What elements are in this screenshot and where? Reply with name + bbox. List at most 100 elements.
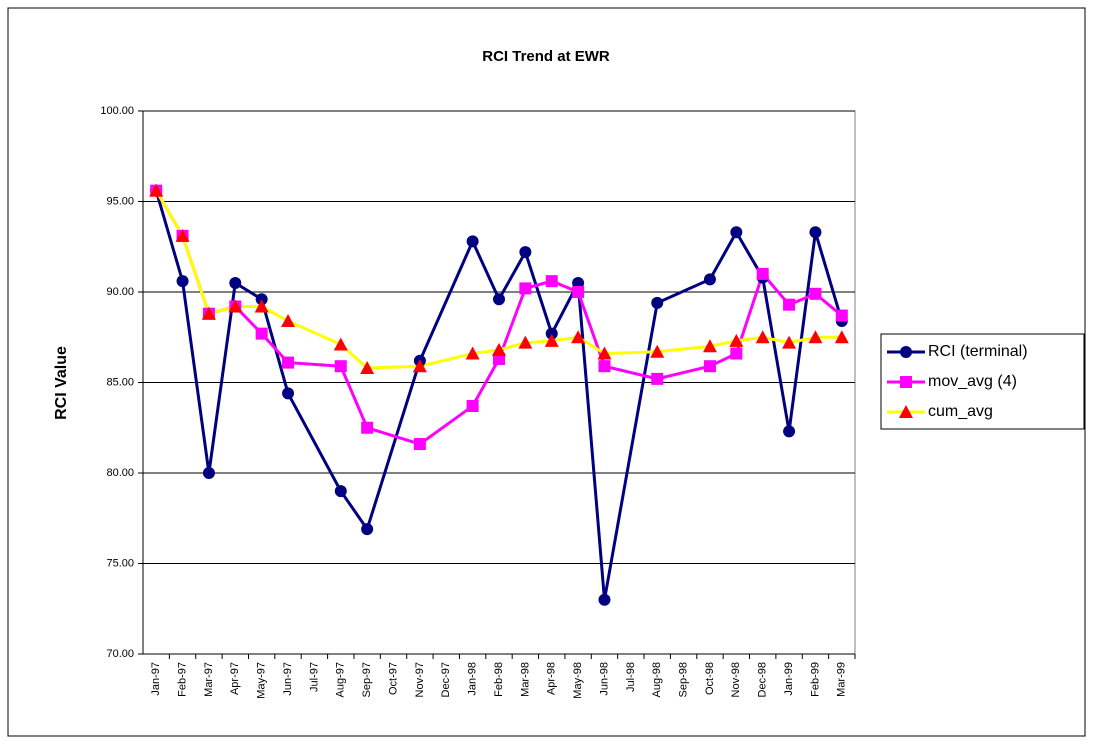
marker — [809, 226, 822, 239]
marker — [597, 346, 612, 360]
marker — [598, 360, 611, 373]
x-tick-label: Jan-99 — [783, 662, 795, 696]
x-tick-label: Feb-99 — [809, 662, 821, 697]
marker — [229, 276, 242, 289]
marker — [493, 293, 505, 306]
marker — [571, 330, 586, 344]
marker — [176, 275, 189, 288]
marker — [282, 387, 295, 400]
marker — [834, 330, 849, 344]
marker — [255, 327, 268, 340]
x-tick-label: Sep-98 — [677, 662, 689, 697]
marker — [361, 523, 374, 536]
x-tick-label: Nov-98 — [730, 662, 742, 697]
marker — [361, 421, 374, 434]
x-tick-label: Mar-97 — [203, 662, 215, 697]
x-tick-label: Mar-98 — [519, 662, 531, 697]
x-tick-label: Jun-98 — [598, 662, 610, 696]
marker — [412, 359, 427, 373]
marker — [572, 276, 585, 289]
marker — [651, 372, 664, 385]
series-line — [154, 189, 842, 370]
marker — [545, 327, 558, 340]
marker — [729, 333, 744, 347]
marker — [492, 342, 506, 356]
marker — [334, 485, 347, 498]
marker — [466, 400, 479, 413]
legend-marker — [900, 346, 912, 358]
y-tick-label: 95.00 — [106, 195, 134, 207]
y-tick-label: 70.00 — [106, 648, 134, 660]
legend-label: cum_avg — [928, 403, 993, 420]
marker — [703, 360, 716, 373]
legend-label: mov_avg (4) — [928, 373, 1017, 390]
marker — [598, 593, 611, 606]
x-tick-label: Jan-98 — [467, 662, 479, 696]
marker — [255, 293, 268, 306]
marker — [702, 339, 717, 353]
marker — [730, 347, 743, 360]
x-tick-label: Feb-97 — [176, 662, 188, 697]
marker — [201, 306, 216, 320]
marker — [651, 296, 664, 309]
legend-label: RCI (terminal) — [928, 343, 1028, 360]
marker — [518, 335, 533, 349]
marker — [650, 344, 665, 358]
x-tick-label: Jul-97 — [308, 662, 320, 692]
x-tick-label: Dec-98 — [757, 662, 769, 697]
marker — [808, 330, 823, 344]
marker — [282, 356, 295, 369]
marker — [572, 286, 585, 298]
x-tick-label: Aug-98 — [651, 662, 663, 697]
x-tick-label: Mar-99 — [836, 662, 848, 697]
marker — [730, 226, 743, 239]
marker — [783, 298, 796, 311]
x-tick-label: May-98 — [572, 662, 584, 699]
x-tick-label: Sep-97 — [361, 662, 373, 697]
marker — [809, 287, 822, 300]
x-tick-label: Jun-97 — [282, 662, 294, 696]
x-tick-label: Aug-97 — [335, 662, 347, 697]
marker — [466, 235, 479, 248]
marker — [519, 246, 532, 259]
marker — [782, 335, 797, 349]
marker — [465, 346, 480, 360]
marker — [545, 275, 558, 288]
marker — [544, 333, 559, 347]
x-tick-label: Apr-97 — [229, 662, 241, 695]
y-tick-label: 100.00 — [100, 105, 134, 117]
x-tick-label: Apr-98 — [546, 662, 558, 695]
x-tick-label: May-97 — [256, 662, 268, 699]
marker — [493, 352, 505, 365]
legend-marker — [900, 376, 912, 388]
marker — [149, 183, 164, 197]
marker — [360, 361, 375, 375]
marker — [281, 313, 296, 327]
marker — [175, 228, 190, 242]
marker — [413, 438, 426, 451]
series-line — [154, 190, 844, 600]
chart-title: RCI Trend at EWR — [482, 48, 610, 65]
marker — [783, 425, 796, 438]
y-tick-label: 75.00 — [106, 557, 134, 569]
series-line — [154, 189, 843, 446]
x-tick-label: Feb-98 — [493, 662, 505, 697]
marker — [254, 299, 269, 313]
x-tick-label: Oct-98 — [704, 662, 716, 695]
marker — [756, 267, 769, 280]
marker — [228, 299, 243, 313]
marker — [202, 467, 215, 479]
y-tick-label: 85.00 — [106, 376, 134, 388]
marker — [519, 282, 532, 295]
y-tick-label: 80.00 — [106, 467, 134, 479]
legend-marker — [899, 405, 913, 418]
marker — [703, 273, 716, 286]
x-tick-label: Dec-97 — [440, 662, 452, 697]
y-tick-label: 90.00 — [106, 286, 134, 298]
x-tick-label: Nov-97 — [414, 662, 426, 697]
y-axis-label: RCI Value — [53, 346, 70, 420]
marker — [755, 330, 770, 344]
marker — [333, 337, 348, 351]
